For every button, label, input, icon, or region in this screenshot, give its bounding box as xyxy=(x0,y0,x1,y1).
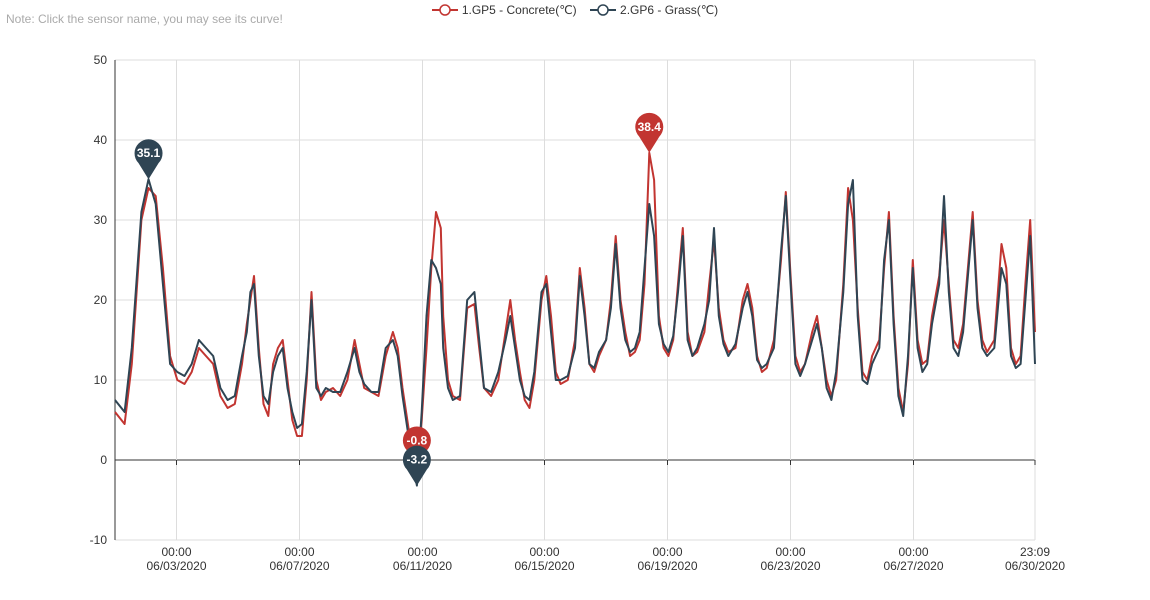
series-lines xyxy=(114,151,1036,487)
x-tick-date: 06/30/2020 xyxy=(1005,559,1065,573)
legend-line-circle-icon xyxy=(431,4,458,16)
x-tick-time: 00:00 xyxy=(407,545,437,559)
y-tick-label: 20 xyxy=(94,293,108,307)
x-tick-time: 00:00 xyxy=(161,545,191,559)
pin-label: -0.8 xyxy=(407,433,428,447)
series-line-1[interactable] xyxy=(114,178,1036,487)
marker-pin-max[interactable]: 35.1 xyxy=(134,139,163,180)
pin-label: -3.2 xyxy=(407,453,428,467)
legend-item-gp5[interactable]: 1.GP5 - Concrete(℃) xyxy=(431,3,577,17)
pin-label: 35.1 xyxy=(137,146,161,160)
x-tick-time: 00:00 xyxy=(652,545,682,559)
y-tick-label: 30 xyxy=(94,213,108,227)
x-tick-date: 06/23/2020 xyxy=(760,559,820,573)
pin-shape xyxy=(635,112,664,153)
x-tick-time: 00:00 xyxy=(898,545,928,559)
pin-shape xyxy=(134,139,163,180)
y-tick-label: 40 xyxy=(94,133,108,147)
legend: 1.GP5 - Concrete(℃) 2.GP6 - Grass(℃) xyxy=(0,3,1150,20)
marker-pins: 38.4 -0.8 35.1 -3.2 xyxy=(134,112,664,486)
y-tick-label: 50 xyxy=(94,53,108,67)
x-axis: 00:0006/03/202000:0006/07/202000:0006/11… xyxy=(146,460,1065,573)
legend-line-circle-icon xyxy=(590,4,617,16)
x-tick-time: 00:00 xyxy=(284,545,314,559)
x-tick-date: 06/07/2020 xyxy=(269,559,329,573)
x-tick-date: 06/15/2020 xyxy=(514,559,574,573)
x-tick-time: 00:00 xyxy=(775,545,805,559)
grid-lines xyxy=(115,59,1036,541)
y-axis: -10 0 10 20 30 40 50 xyxy=(90,53,116,547)
y-tick-label: -10 xyxy=(90,533,108,547)
pin-shape xyxy=(402,445,431,486)
legend-item-gp6[interactable]: 2.GP6 - Grass(℃) xyxy=(590,3,718,17)
x-tick-time: 00:00 xyxy=(529,545,559,559)
marker-pin-max[interactable]: 38.4 xyxy=(635,112,664,153)
series-line-0[interactable] xyxy=(114,151,1036,468)
x-tick-date: 06/19/2020 xyxy=(637,559,697,573)
legend-label-gp5: 1.GP5 - Concrete(℃) xyxy=(461,3,577,17)
chart-note: Note: Click the sensor name, you may see… xyxy=(6,12,283,26)
y-tick-label: 0 xyxy=(100,453,107,467)
legend-label-gp6: 2.GP6 - Grass(℃) xyxy=(620,3,719,17)
marker-pin-min[interactable]: -3.2 xyxy=(402,445,431,486)
x-tick-date: 06/27/2020 xyxy=(883,559,943,573)
y-tick-label: 10 xyxy=(94,373,108,387)
x-tick-date: 06/03/2020 xyxy=(146,559,206,573)
pin-label: 38.4 xyxy=(638,120,662,134)
x-tick-time: 23:09 xyxy=(1020,545,1050,559)
x-tick-date: 06/11/2020 xyxy=(393,559,452,573)
